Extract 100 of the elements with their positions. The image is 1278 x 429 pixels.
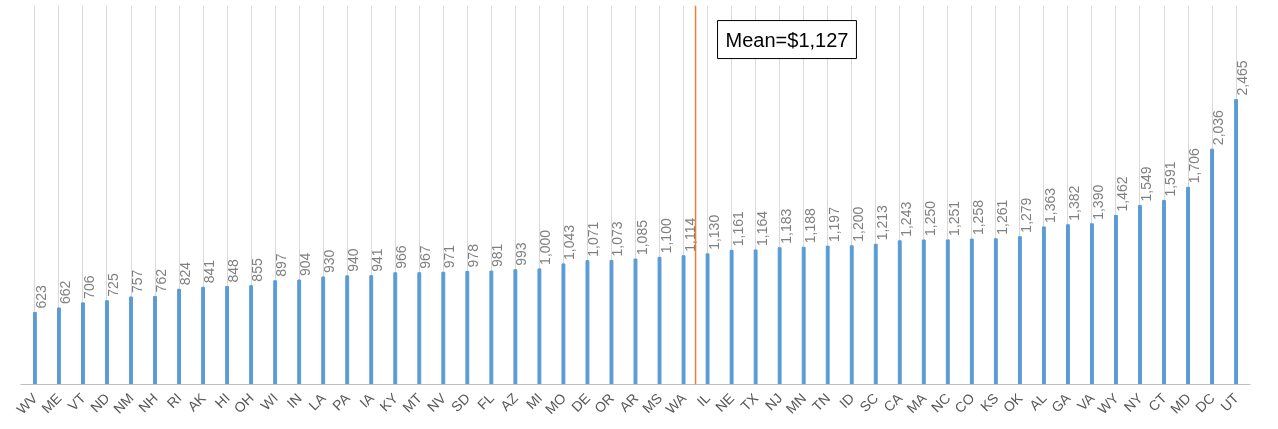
data-label: 2,465 — [1234, 60, 1251, 96]
x-tick-label: UT — [1217, 389, 1243, 415]
data-label: 897 — [273, 253, 290, 277]
data-label: 1,197 — [825, 206, 842, 243]
data-label: 966 — [393, 245, 410, 269]
data-label: 1,000 — [537, 229, 554, 265]
bar — [32, 311, 37, 385]
x-tick-label: HI — [211, 389, 233, 412]
data-label: 941 — [369, 248, 386, 272]
bar — [945, 239, 950, 385]
data-label: 1,073 — [609, 221, 626, 257]
bar — [201, 286, 206, 385]
data-label: 1,279 — [1017, 197, 1034, 233]
data-label: 848 — [225, 258, 242, 283]
data-label: 824 — [177, 261, 194, 286]
data-label: 1,706 — [1186, 148, 1203, 184]
bar — [513, 269, 518, 385]
data-label: 1,213 — [873, 205, 890, 241]
bar — [417, 272, 422, 385]
x-tick-label: AL — [1026, 389, 1050, 414]
x-tick-label: ID — [836, 389, 858, 412]
x-tick-label: NY — [1120, 389, 1147, 415]
bar — [81, 302, 85, 385]
data-label: 662 — [56, 280, 73, 304]
bar — [825, 245, 830, 385]
data-label: 1,188 — [801, 207, 818, 244]
bar — [441, 271, 446, 385]
data-label: 1,114 — [681, 217, 698, 252]
bar — [1210, 148, 1214, 385]
x-tick-label: RI — [163, 389, 185, 412]
data-label: 1,390 — [1089, 184, 1106, 220]
bar — [1162, 200, 1166, 385]
bar — [585, 260, 590, 385]
bar — [1041, 226, 1046, 385]
data-label: 1,161 — [729, 211, 746, 247]
data-label: 971 — [441, 244, 458, 269]
bar — [897, 240, 902, 385]
data-label: 1,258 — [969, 199, 986, 236]
data-label: 904 — [297, 252, 314, 276]
x-tick-label: MT — [399, 389, 426, 416]
ref-line-label: Mean=$1,127 — [725, 28, 849, 51]
bar — [57, 307, 61, 385]
bar — [705, 253, 710, 385]
bar — [537, 268, 542, 385]
bar — [1114, 214, 1118, 385]
bar — [729, 249, 734, 385]
data-label: 1,251 — [945, 200, 962, 236]
data-label: 762 — [153, 268, 170, 293]
bar — [1090, 223, 1094, 385]
data-label: 1,130 — [705, 214, 722, 250]
x-tick-label: AK — [184, 389, 210, 415]
x-tick-label: AZ — [497, 389, 522, 414]
bar — [249, 285, 254, 385]
data-label: 1,100 — [657, 218, 674, 254]
bar — [993, 238, 998, 385]
x-tick-label: VT — [64, 389, 89, 414]
x-tick-label: CO — [951, 389, 978, 417]
data-label: 1,250 — [921, 200, 938, 236]
bar — [753, 249, 758, 385]
bar — [1234, 99, 1239, 385]
x-tick-label: TN — [808, 389, 834, 415]
bar — [129, 296, 133, 385]
bar — [633, 258, 638, 385]
data-label: 725 — [104, 273, 121, 297]
bar — [969, 238, 974, 385]
bar — [681, 255, 686, 385]
bar — [105, 300, 109, 385]
data-label: 978 — [465, 243, 482, 268]
bar — [345, 275, 350, 385]
x-tick-label: IN — [283, 389, 305, 412]
bar — [321, 276, 326, 385]
data-label: 2,036 — [1210, 109, 1227, 146]
data-label: 757 — [129, 269, 146, 293]
x-tick-label: WY — [1094, 389, 1123, 418]
bar — [465, 270, 470, 385]
x-tick-label: OH — [230, 389, 257, 417]
data-label: 1,549 — [1137, 166, 1154, 202]
data-label: 967 — [417, 245, 434, 269]
bar — [369, 275, 374, 385]
bar — [1065, 224, 1070, 385]
bar — [777, 247, 782, 385]
data-label: 1,382 — [1065, 185, 1082, 221]
bar — [153, 295, 157, 385]
x-tick-label: KY — [376, 389, 402, 415]
data-label: 940 — [345, 248, 362, 272]
bar — [561, 263, 566, 385]
x-tick-label: DC — [1192, 389, 1218, 416]
x-tick-label: OK — [999, 389, 1026, 416]
x-tick-label: TX — [737, 389, 762, 414]
bar — [393, 272, 398, 385]
x-tick-label: MA — [903, 389, 930, 417]
bar — [849, 245, 854, 385]
data-label: 841 — [201, 259, 218, 284]
x-tick-label: GA — [1047, 389, 1075, 416]
x-tick-label: PA — [329, 389, 354, 414]
data-label: 1,071 — [585, 221, 602, 257]
data-label: 855 — [249, 258, 266, 282]
x-tick-label: NV — [423, 389, 450, 415]
x-tick-label: FL — [474, 389, 498, 413]
bar — [177, 288, 181, 385]
